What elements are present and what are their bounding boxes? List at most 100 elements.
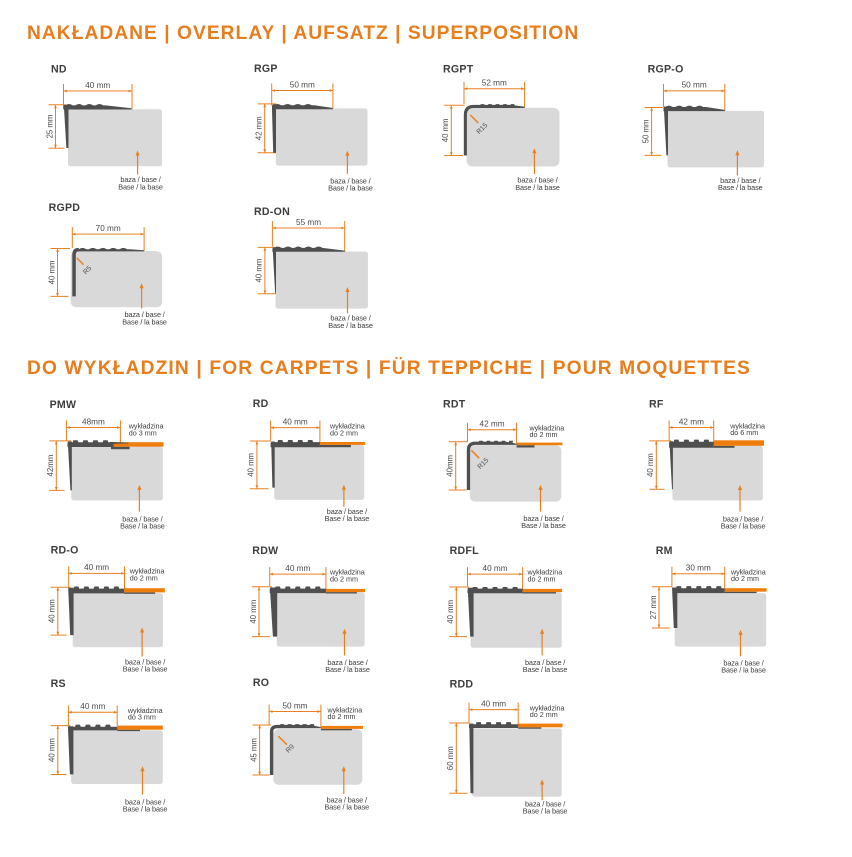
svg-text:48mm: 48mm [82, 417, 105, 426]
svg-text:25 mm: 25 mm [45, 115, 54, 139]
svg-text:do 2 mm: do 2 mm [330, 574, 358, 583]
svg-text:40 mm: 40 mm [48, 738, 57, 762]
svg-text:RGPD: RGPD [49, 202, 81, 214]
svg-text:Base / la base: Base / la base [118, 182, 163, 191]
svg-text:baza / base /: baza / base / [124, 310, 165, 319]
svg-text:do 3 mm: do 3 mm [128, 713, 156, 722]
svg-text:RS: RS [51, 678, 66, 690]
svg-text:50 mm: 50 mm [641, 120, 650, 144]
svg-text:RGP-O: RGP-O [648, 63, 684, 75]
svg-text:wykładzina: wykładzina [529, 423, 565, 432]
svg-text:RD-ON: RD-ON [254, 206, 290, 218]
svg-text:Base / la base: Base / la base [325, 665, 370, 674]
svg-text:40 mm: 40 mm [85, 81, 110, 90]
svg-text:do 2 mm: do 2 mm [130, 573, 158, 582]
svg-text:RF: RF [649, 399, 664, 411]
svg-text:Base / la base: Base / la base [523, 665, 568, 674]
svg-text:RDD: RDD [450, 679, 474, 691]
svg-text:50 mm: 50 mm [282, 701, 307, 710]
svg-text:Base / la base: Base / la base [325, 802, 370, 811]
svg-text:wykładzina: wykładzina [527, 568, 563, 577]
svg-text:baza / base /: baza / base / [720, 176, 761, 185]
svg-text:wykładzina: wykładzina [529, 704, 565, 713]
svg-text:45 mm: 45 mm [249, 738, 258, 762]
svg-text:baza / base /: baza / base / [525, 658, 566, 667]
svg-text:wykładzina: wykładzina [327, 705, 363, 714]
svg-text:do 6 mm: do 6 mm [730, 428, 758, 437]
svg-text:50 mm: 50 mm [290, 80, 315, 89]
svg-text:Base / la base: Base / la base [122, 317, 167, 326]
svg-text:baza / base /: baza / base / [122, 515, 163, 524]
svg-text:Base / la base: Base / la base [328, 184, 373, 193]
svg-text:40 mm: 40 mm [84, 563, 109, 572]
svg-text:baza / base /: baza / base / [723, 515, 764, 524]
svg-text:DO WYKŁADZIN | FOR CARPETS | F: DO WYKŁADZIN | FOR CARPETS | FÜR TEPPICH… [27, 358, 751, 379]
svg-text:baza / base /: baza / base / [525, 800, 566, 809]
svg-text:Base / la base: Base / la base [123, 665, 168, 674]
svg-text:55 mm: 55 mm [296, 218, 321, 227]
svg-text:42 mm: 42 mm [679, 417, 704, 426]
svg-text:42 mm: 42 mm [480, 420, 505, 429]
svg-text:do 2 mm: do 2 mm [328, 712, 356, 721]
svg-text:40 mm: 40 mm [285, 564, 310, 573]
svg-text:wykładzina: wykładzina [329, 422, 365, 431]
svg-text:RDW: RDW [252, 545, 278, 557]
svg-text:40mm: 40mm [446, 455, 455, 477]
svg-text:Base / la base: Base / la base [325, 514, 370, 523]
svg-text:RD: RD [253, 398, 269, 410]
svg-text:52 mm: 52 mm [482, 79, 507, 88]
svg-text:RO: RO [253, 677, 269, 689]
svg-text:baza / base /: baza / base / [330, 176, 371, 185]
svg-text:RD-O: RD-O [51, 545, 79, 557]
svg-text:wykładzina: wykładzina [729, 422, 765, 431]
svg-text:Base / la base: Base / la base [120, 522, 165, 531]
svg-text:40 mm: 40 mm [255, 259, 264, 283]
svg-text:wykładzina: wykładzina [128, 422, 164, 431]
svg-text:wykładzina: wykładzina [127, 706, 163, 715]
svg-text:do 2 mm: do 2 mm [731, 574, 759, 583]
svg-text:baza / base /: baza / base / [330, 314, 371, 323]
svg-text:50 mm: 50 mm [682, 81, 707, 90]
svg-text:40 mm: 40 mm [446, 600, 455, 624]
svg-text:baza / base /: baza / base / [327, 507, 368, 516]
svg-text:40 mm: 40 mm [283, 417, 308, 426]
svg-text:RGP: RGP [254, 63, 278, 75]
svg-text:baza / base /: baza / base / [327, 658, 368, 667]
svg-text:RGPT: RGPT [443, 63, 474, 75]
svg-text:baza / base /: baza / base / [517, 176, 558, 185]
svg-text:do 2 mm: do 2 mm [528, 574, 556, 583]
svg-text:42mm: 42mm [46, 455, 55, 477]
svg-text:do 2 mm: do 2 mm [530, 710, 558, 719]
svg-text:27 mm: 27 mm [649, 595, 658, 619]
svg-text:Base / la base: Base / la base [721, 666, 766, 675]
svg-text:do 3 mm: do 3 mm [129, 428, 157, 437]
svg-text:Base / la base: Base / la base [328, 321, 373, 330]
svg-text:40 mm: 40 mm [80, 702, 105, 711]
svg-text:40 mm: 40 mm [483, 564, 508, 573]
svg-text:wykładzina: wykładzina [329, 568, 365, 577]
svg-text:baza / base /: baza / base / [723, 659, 764, 668]
svg-text:Base / la base: Base / la base [721, 522, 766, 531]
svg-text:Base / la base: Base / la base [521, 521, 566, 530]
svg-text:NAKŁADANE | OVERLAY | AUFSATZ: NAKŁADANE | OVERLAY | AUFSATZ | SUPERPOS… [27, 23, 579, 44]
svg-text:40 mm: 40 mm [47, 261, 56, 285]
svg-text:40 mm: 40 mm [481, 699, 506, 708]
svg-text:42 mm: 42 mm [255, 116, 264, 140]
svg-text:baza / base /: baza / base / [523, 514, 564, 523]
svg-text:RDT: RDT [443, 398, 466, 410]
svg-text:Base / la base: Base / la base [515, 183, 560, 192]
svg-text:30 mm: 30 mm [686, 564, 711, 573]
svg-text:do 2 mm: do 2 mm [530, 430, 558, 439]
svg-text:40 mm: 40 mm [646, 453, 655, 477]
svg-text:R9: R9 [285, 743, 296, 754]
svg-text:baza / base /: baza / base / [327, 795, 368, 804]
svg-text:60 mm: 60 mm [446, 746, 455, 770]
svg-text:baza / base /: baza / base / [120, 175, 161, 184]
svg-text:Base / la base: Base / la base [523, 807, 568, 816]
svg-text:RDFL: RDFL [450, 545, 480, 557]
svg-text:wykładzina: wykładzina [129, 567, 165, 576]
svg-text:baza / base /: baza / base / [125, 658, 166, 667]
svg-text:do 2 mm: do 2 mm [330, 428, 358, 437]
svg-text:ND: ND [51, 64, 67, 76]
svg-text:Base / la base: Base / la base [123, 805, 168, 814]
